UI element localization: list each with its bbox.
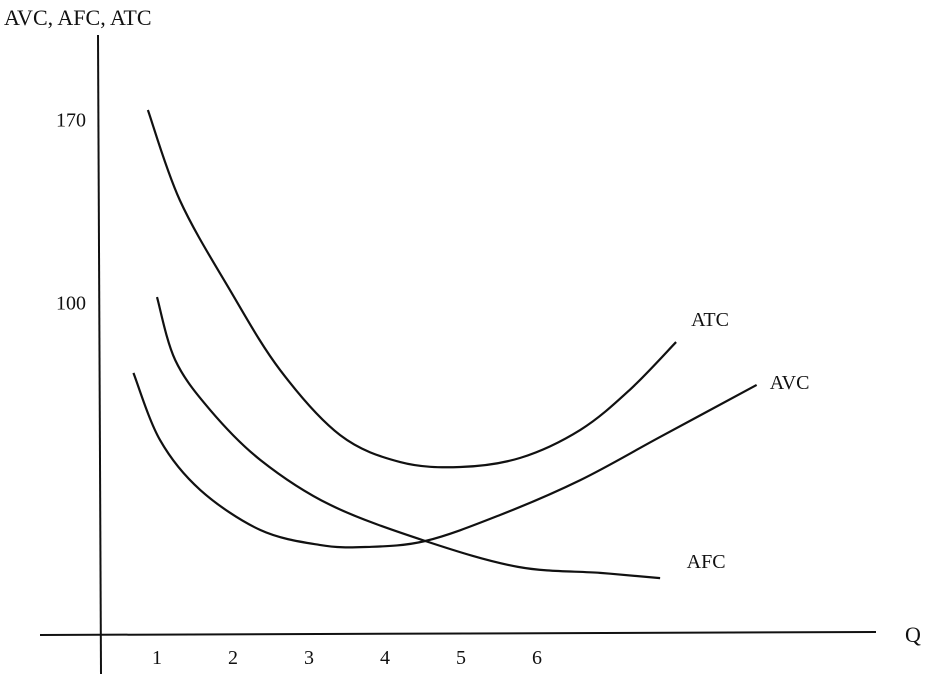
x-axis-label: Q [905,622,921,647]
x-tick-label: 2 [228,647,238,669]
avc-label: AVC [770,372,810,394]
atc-curve [146,109,677,469]
y-axis [97,34,102,674]
avc-curve [132,372,758,549]
atc-label: ATC [691,309,729,331]
x-tick-label: 6 [532,647,542,669]
y-axis-label: AVC, AFC, ATC [4,5,152,30]
x-tick-label: 3 [304,647,314,669]
x-tick-label: 4 [380,647,390,669]
afc-label: AFC [687,551,726,573]
x-axis [39,631,877,636]
afc-curve [155,296,661,580]
x-tick-label: 1 [152,647,162,669]
y-tick-label: 170 [56,110,86,132]
y-tick-label: 100 [56,293,86,315]
x-tick-label: 5 [456,647,466,669]
